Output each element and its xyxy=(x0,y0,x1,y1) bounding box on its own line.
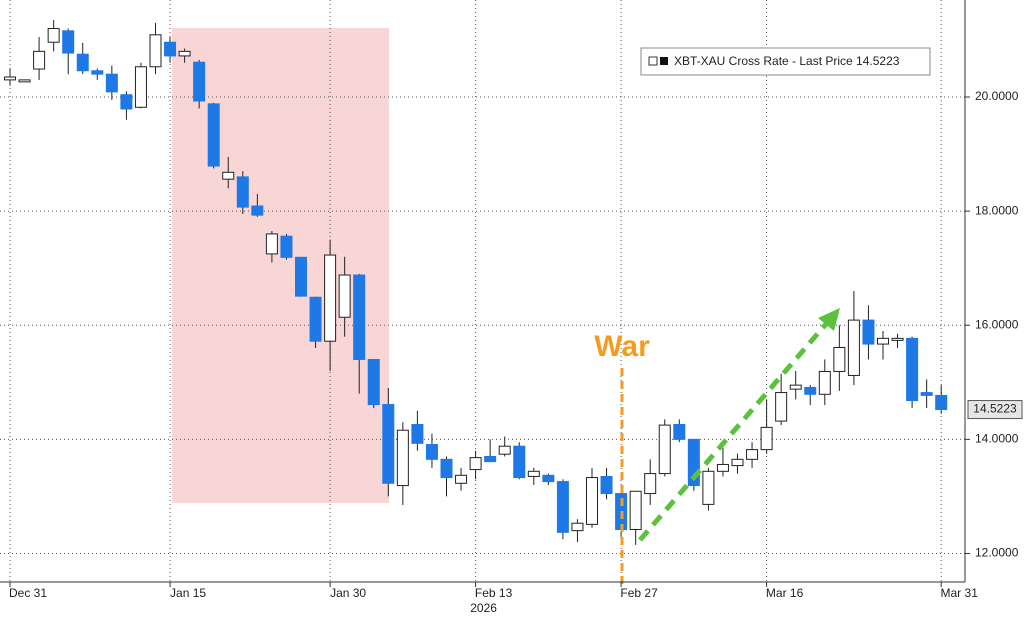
candle-body xyxy=(920,392,933,396)
candle-body xyxy=(309,296,322,342)
candle-body xyxy=(673,424,686,440)
candle-body xyxy=(280,235,293,258)
candle-body xyxy=(33,50,46,70)
candle-body xyxy=(804,386,817,395)
war-label: War xyxy=(594,330,650,363)
x-tick-label: Dec 31 xyxy=(9,586,47,600)
candle-body xyxy=(527,470,540,477)
plot-area xyxy=(0,0,965,582)
candle-body xyxy=(4,76,16,81)
candle-body xyxy=(484,455,497,463)
y-tick-label: 20.0000 xyxy=(975,89,1019,103)
candle-body xyxy=(411,424,424,444)
candle-body xyxy=(542,474,555,483)
candle-body xyxy=(265,233,278,255)
candle-body xyxy=(425,443,438,460)
y-tick-label: 14.0000 xyxy=(975,432,1019,446)
candle-body xyxy=(906,337,919,402)
x-tick-label: Feb 13 xyxy=(475,586,513,600)
candle-body xyxy=(760,426,773,451)
candle-body xyxy=(469,457,482,471)
trend-arrow xyxy=(638,322,828,542)
y-tick-label: 18.0000 xyxy=(975,203,1019,217)
candle-body xyxy=(236,176,249,208)
candle-body xyxy=(629,490,642,531)
candle-body xyxy=(877,337,889,345)
candle-body xyxy=(702,470,715,505)
candle-body xyxy=(134,66,147,108)
candle-body xyxy=(193,61,206,102)
price-tag xyxy=(967,400,1023,420)
candle-body xyxy=(105,73,118,93)
candle-body xyxy=(295,256,307,297)
candle-body xyxy=(687,438,700,487)
candle-body xyxy=(586,477,598,525)
candle-body xyxy=(222,171,235,180)
candle-body xyxy=(789,384,802,390)
candle-body xyxy=(164,41,177,57)
candle-body xyxy=(775,392,788,422)
candle-body xyxy=(324,254,337,342)
candle-body xyxy=(556,481,569,533)
candle-body xyxy=(76,53,89,72)
y-tick-label: 12.0000 xyxy=(975,546,1019,560)
candle-body xyxy=(440,458,453,479)
candle-body xyxy=(891,337,904,341)
candle-body xyxy=(47,28,60,43)
legend-icon xyxy=(660,57,668,65)
candle-body xyxy=(716,463,729,472)
candle-body xyxy=(18,79,31,83)
candle-body xyxy=(353,274,366,360)
candle-body xyxy=(62,30,75,54)
candle-body xyxy=(367,358,380,406)
x-tick-label: Jan 30 xyxy=(330,586,366,600)
candle-body xyxy=(207,103,220,167)
candle-body xyxy=(382,404,395,484)
candle-body xyxy=(935,394,948,411)
year-label: 2026 xyxy=(470,601,497,615)
x-tick-label: Jan 15 xyxy=(170,586,206,600)
candle-body xyxy=(818,370,831,395)
candle-body xyxy=(91,70,104,75)
candle-body xyxy=(498,445,511,455)
candle-body xyxy=(149,34,162,68)
candle-body xyxy=(833,346,846,372)
candle-body xyxy=(178,50,191,57)
candle-body xyxy=(338,274,351,318)
candle-body xyxy=(251,205,264,216)
candle-body xyxy=(644,473,657,495)
legend-box xyxy=(640,47,931,76)
candle-body xyxy=(571,522,584,532)
legend-icon xyxy=(648,56,658,66)
candle-body xyxy=(396,429,409,487)
candle-body xyxy=(847,319,860,376)
candle-body xyxy=(746,449,759,460)
x-tick-label: Feb 27 xyxy=(620,586,658,600)
candle-body xyxy=(120,94,133,110)
x-tick-label: Mar 31 xyxy=(941,586,979,600)
x-tick-label: Mar 16 xyxy=(766,586,804,600)
candle-body xyxy=(600,475,613,495)
candle-body xyxy=(731,458,744,467)
legend-text: XBT-XAU Cross Rate - Last Price 14.5223 xyxy=(674,54,900,68)
candle-body xyxy=(658,424,671,475)
arrow-head xyxy=(818,308,840,331)
y-tick-label: 16.0000 xyxy=(975,317,1019,331)
price-tag-label: 14.5223 xyxy=(973,402,1017,416)
candle-body xyxy=(862,319,875,345)
candle-body xyxy=(513,445,526,479)
candle-body xyxy=(455,474,468,484)
